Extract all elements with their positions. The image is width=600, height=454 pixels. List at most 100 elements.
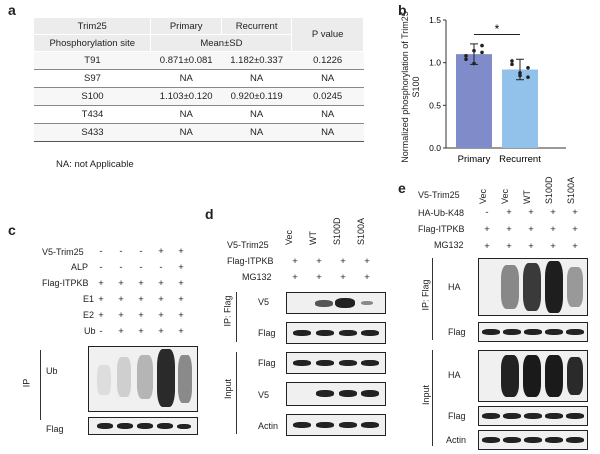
header-primary: Primary	[150, 18, 222, 35]
e-sign: +	[550, 224, 556, 235]
c-sign: -	[139, 262, 143, 273]
d-sign: +	[364, 256, 370, 267]
panel-d-label: d	[205, 206, 214, 222]
band	[316, 360, 334, 366]
bar-recurrent	[502, 69, 538, 148]
table-row: S433 NA NA NA	[34, 123, 364, 142]
e-sign: +	[484, 224, 490, 235]
band	[566, 437, 584, 443]
d-lane-label: S100A	[356, 217, 366, 245]
band	[339, 390, 357, 397]
cell: NA	[221, 69, 292, 88]
c-sign: +	[178, 262, 184, 273]
e-sign: -	[485, 207, 489, 218]
c-side-ip: IP	[21, 378, 32, 388]
c-sign: +	[158, 246, 164, 257]
c-sign: +	[98, 278, 104, 289]
x-tick-label: Recurrent	[499, 154, 541, 165]
band	[316, 390, 334, 397]
cell: NA	[291, 123, 364, 142]
data-point	[510, 59, 514, 63]
band	[545, 329, 563, 335]
table-row: T91 0.871±0.081 1.182±0.337 0.1226	[34, 51, 364, 70]
c-sign: +	[98, 294, 104, 305]
band	[361, 360, 379, 366]
data-point	[526, 75, 530, 79]
bar-primary	[456, 54, 492, 149]
e-sign: +	[572, 241, 578, 252]
e-side-input: Input	[421, 384, 432, 406]
y-tick-label: 0.5	[429, 100, 441, 110]
e-ha-smear	[501, 355, 519, 397]
c-ub-blot	[88, 346, 198, 412]
c-sign: -	[99, 262, 103, 273]
d-lane-label: WT	[308, 231, 318, 245]
band	[335, 298, 355, 308]
c-sign: +	[138, 326, 144, 337]
cell: NA	[150, 69, 222, 88]
e-blot-label: Flag	[448, 327, 466, 337]
x-tick-label: Primary	[458, 154, 491, 165]
c-sign: +	[178, 278, 184, 289]
header-meansd: Mean±SD	[150, 34, 293, 52]
c-sign: -	[99, 246, 103, 257]
e-sign: +	[506, 207, 512, 218]
c-sign: +	[138, 294, 144, 305]
header-trim25: Trim25	[34, 18, 152, 35]
e-lane-label: S100A	[566, 176, 576, 204]
c-sign: +	[158, 294, 164, 305]
e-ha-smear	[567, 357, 583, 395]
c-sign: +	[138, 310, 144, 321]
c-sign: +	[158, 310, 164, 321]
band	[177, 424, 191, 429]
e-row-label: Flag-ITPKB	[418, 224, 465, 234]
cell: T434	[34, 105, 151, 124]
c-row-label: E2	[83, 310, 95, 320]
c-sign: +	[178, 326, 184, 337]
e-lane-label: WT	[522, 190, 532, 204]
e-ha-smear	[501, 265, 519, 309]
d-sign: +	[364, 272, 370, 283]
band	[361, 390, 379, 397]
d-sign: +	[292, 256, 298, 267]
d-ip-bracket	[236, 292, 237, 342]
e-sign: +	[572, 207, 578, 218]
band	[157, 423, 173, 429]
data-point	[464, 54, 468, 58]
e-input-bracket	[432, 350, 433, 446]
e-ha-smear	[567, 267, 583, 307]
e-ha-input-blot	[478, 350, 588, 402]
e-ha-smear	[523, 263, 541, 311]
d-sign: +	[292, 272, 298, 283]
y-tick-label: 1.0	[429, 58, 441, 68]
d-input-bracket	[236, 352, 237, 434]
e-blot-label: Actin	[446, 435, 467, 445]
cell: 1.182±0.337	[221, 51, 292, 70]
d-lane-label: S100D	[332, 217, 342, 245]
d-lane-label: Vec	[284, 229, 294, 245]
cell: T91	[34, 51, 151, 70]
d-sign: +	[316, 272, 322, 283]
band	[566, 413, 584, 419]
c-sign: -	[119, 246, 123, 257]
header-site: Phosphorylation site	[34, 34, 152, 52]
c-sign: +	[178, 246, 184, 257]
e-blot-label: HA	[448, 282, 461, 292]
band	[293, 330, 311, 336]
data-point	[518, 71, 522, 75]
table-row: S100 1.103±0.120 0.920±0.119 0.0245	[34, 87, 364, 106]
c-flag-blot	[88, 417, 198, 435]
y-tick-label: 0.0	[429, 143, 441, 153]
data-point	[518, 73, 522, 78]
c-ub-smear	[97, 365, 111, 395]
data-point	[480, 43, 484, 48]
c-sign: -	[159, 262, 163, 273]
band	[566, 329, 584, 335]
e-side-ip: IP: Flag	[420, 279, 431, 311]
d-row-label: MG132	[242, 272, 272, 282]
cell: NA	[150, 105, 222, 124]
band	[315, 300, 333, 307]
e-ha-smear	[523, 355, 541, 397]
e-row-label: HA-Ub-K48	[418, 208, 465, 218]
band	[503, 437, 521, 443]
